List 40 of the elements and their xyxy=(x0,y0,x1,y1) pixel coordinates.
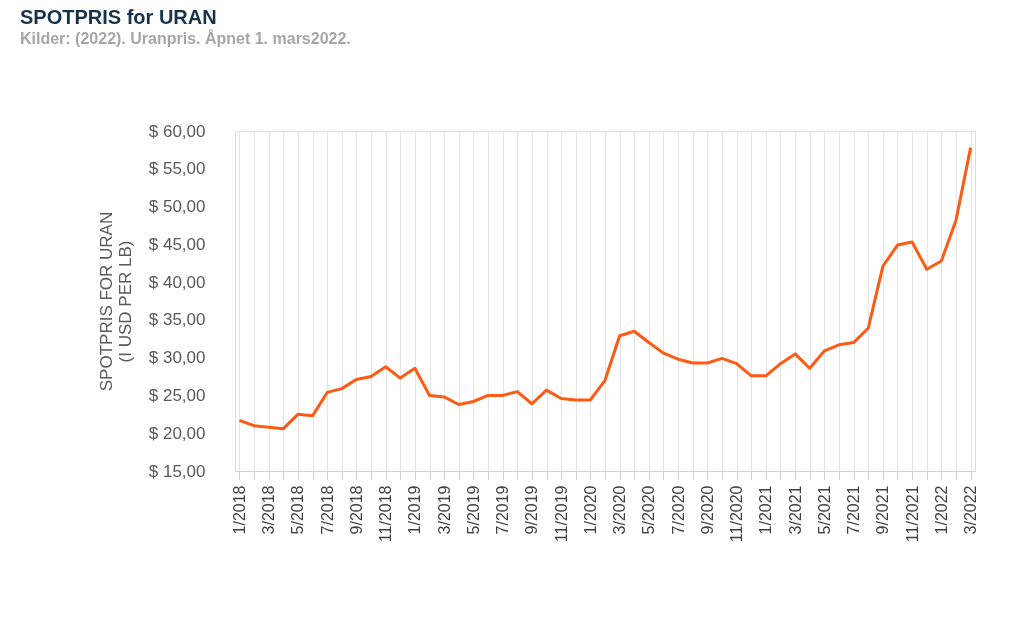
x-tick-label: 3/2018 xyxy=(260,485,278,535)
y-tick-label: $ 50,00 xyxy=(148,197,206,217)
x-tick-label: 9/2019 xyxy=(523,485,541,535)
x-tick-label: 9/2018 xyxy=(347,485,365,535)
x-tick-label: 11/2021 xyxy=(903,485,921,543)
x-tick-label: 5/2020 xyxy=(640,485,658,535)
y-tick-label: $ 15,00 xyxy=(148,461,206,481)
x-tick-label: 7/2019 xyxy=(494,485,512,535)
chart-title: SPOTPRIS for URAN xyxy=(20,6,217,28)
x-tick-label: 7/2018 xyxy=(318,485,336,535)
x-tick-label: 1/2019 xyxy=(406,485,424,535)
x-tick-label: 9/2021 xyxy=(874,485,892,535)
x-tick-label: 1/2018 xyxy=(230,485,248,535)
x-tick-label: 1/2020 xyxy=(581,485,599,535)
y-tick-label: $ 25,00 xyxy=(148,385,206,405)
x-tick-label: 11/2018 xyxy=(377,485,395,543)
x-tick-label: 1/2021 xyxy=(757,485,775,535)
y-tick-label: $ 40,00 xyxy=(148,272,206,292)
x-tick-label: 11/2020 xyxy=(728,485,746,543)
x-tick-label: 9/2020 xyxy=(698,485,716,535)
x-tick-label: 5/2021 xyxy=(815,485,833,535)
x-tick-label: 3/2019 xyxy=(435,485,453,535)
y-tick-label: $ 45,00 xyxy=(148,234,206,254)
x-tick-label: 3/2020 xyxy=(611,485,629,535)
line-series xyxy=(237,146,973,431)
y-tick-label: $ 35,00 xyxy=(148,310,206,330)
y-tick-label: $ 60,00 xyxy=(148,121,206,141)
y-tick-label: $ 55,00 xyxy=(148,159,206,179)
x-tick-label: 5/2018 xyxy=(289,485,307,535)
x-tick-label: 11/2019 xyxy=(552,485,570,543)
y-tick-label: $ 30,00 xyxy=(148,348,206,368)
chart-subtitle: Kilder: (2022). Uranpris. Åpnet 1. mars2022. xyxy=(20,29,351,47)
x-tick-label: 7/2021 xyxy=(845,485,863,535)
x-tick-label: 3/2022 xyxy=(962,485,980,535)
y-axis-title: SPOTPRIS FOR URAN (I USD PER LB) xyxy=(96,211,135,392)
x-tick-label: 1/2022 xyxy=(932,485,950,535)
x-tick-label: 5/2019 xyxy=(464,485,482,535)
y-tick-label: $ 20,00 xyxy=(148,423,206,443)
x-tick-label: 3/2021 xyxy=(786,485,804,535)
x-tick-label: 7/2020 xyxy=(669,485,687,535)
